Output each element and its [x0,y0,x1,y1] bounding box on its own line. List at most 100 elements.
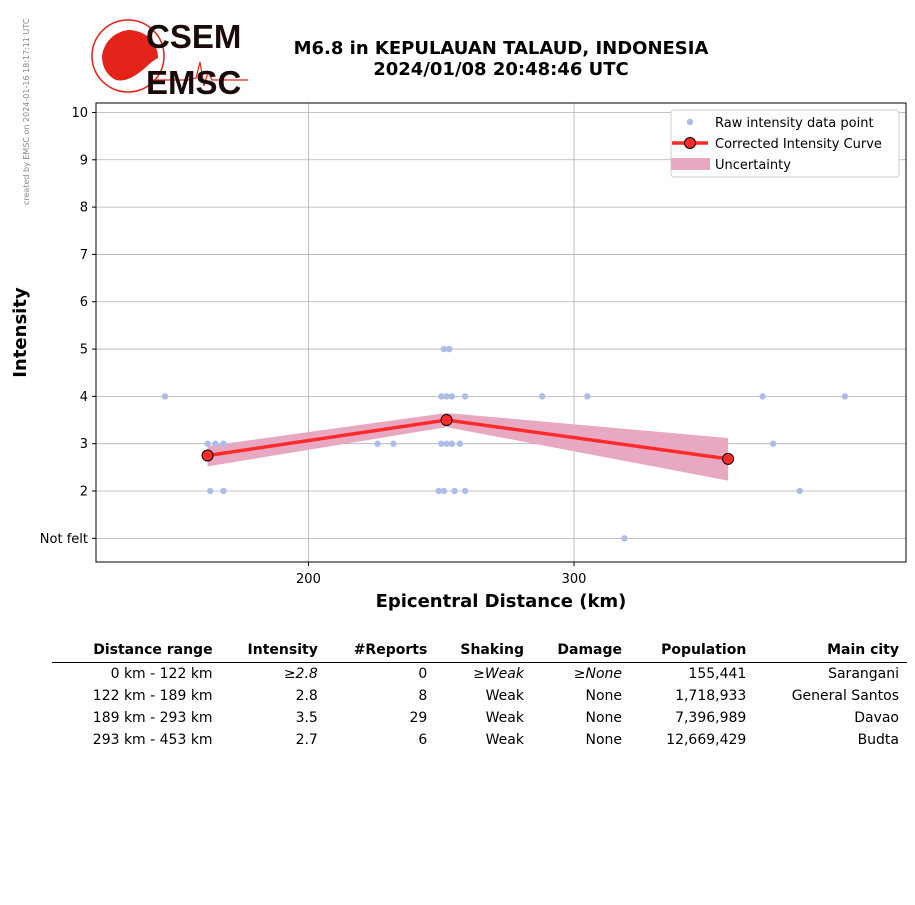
y-tick-label: 9 [80,153,88,168]
cell-distance: 122 km - 189 km [92,688,213,704]
table-row: 122 km - 189 km 2.8 8 Weak None 1,718,93… [52,685,907,707]
raw-data-point [443,440,450,447]
legend-curve-marker [684,137,696,149]
cell-distance: 293 km - 453 km [92,732,213,748]
raw-data-point [448,393,456,400]
cell-population: 7,396,989 [675,710,747,726]
y-axis-label: Intensity [10,287,31,378]
logo-emsc-text: EMSC [146,64,241,100]
legend-uncertainty-swatch [671,158,710,170]
cell-distance: 189 km - 293 km [92,710,213,726]
chart-title: M6.8 in KEPULAUAN TALAUD, INDONESIA 2024… [262,38,740,80]
cell-reports: 6 [418,732,428,748]
y-tick-label: 2 [80,485,88,500]
cell-reports: 29 [409,710,428,726]
raw-data-point [759,393,766,400]
uncertainty-band [207,412,729,481]
table-row: 293 km - 453 km 2.7 6 Weak None 12,669,4… [52,729,907,751]
cell-population: 1,718,933 [675,688,747,704]
y-tick-label: 7 [80,248,88,263]
raw-data-point [220,440,227,447]
header-shaking: Shaking [460,642,524,658]
curve-marker [201,449,214,462]
curve-marker [722,452,735,465]
plot-frame [95,102,907,563]
header-reports: #Reports [353,642,428,658]
header-main-city: Main city [827,642,899,658]
header-distance: Distance range [93,642,213,658]
logo-seismogram [148,61,248,87]
cell-damage: None [585,732,622,748]
cell-shaking: Weak [485,710,524,726]
cell-distance: 0 km - 122 km [110,666,213,682]
cell-intensity: ≥2.8 [283,666,318,682]
curve-marker [440,414,453,427]
raw-data-point [440,345,448,353]
cell-shaking: Weak [485,688,524,704]
raw-data-point [212,440,219,447]
cell-damage: None [585,710,622,726]
y-tick-label: Not felt [40,532,88,547]
raw-data-point [206,487,214,495]
raw-data-point [770,440,777,447]
y-tick-label: 10 [71,106,88,121]
legend-raw-marker [686,118,694,126]
cell-damage: None [585,688,622,704]
chart-legend: Raw intensity data point Corrected Intens… [670,109,900,178]
raw-data-point [443,393,450,400]
raw-data-point [438,393,445,400]
legend-label: Corrected Intensity Curve [715,137,882,152]
raw-data-point [220,487,227,495]
raw-data-point [161,393,169,400]
logo-globe-icon [91,19,165,93]
title-line-1: M6.8 in KEPULAUAN TALAUD, INDONESIA [293,38,709,59]
header-population: Population [661,642,747,658]
raw-data-point [204,440,211,447]
raw-data-point [538,393,546,400]
raw-data-point [448,440,456,447]
cell-intensity: 2.7 [295,732,318,748]
y-tick-label: 5 [80,343,88,358]
cell-intensity: 3.5 [295,710,318,726]
raw-data-point [435,487,442,495]
intensity-chart: Not felt 2 3 4 5 6 7 8 9 10 200 300 Epicentral Dista… [10,102,907,612]
cell-shaking: Weak [485,732,524,748]
cell-reports: 8 [418,688,428,704]
title-line-2: 2024/01/08 20:48:46 UTC [373,59,629,80]
y-tick-label: 6 [80,295,88,310]
x-tick-label: 200 [296,572,321,587]
csem-emsc-logo: CSEM EMSC [91,18,248,100]
y-tick-label: 8 [80,201,88,216]
raw-data-point [456,440,464,447]
y-tick-label: 3 [80,437,88,452]
table-header-row: Distance range Intensity #Reports Shakin… [52,640,907,663]
raw-data-point [451,487,458,495]
raw-data-point [621,535,628,542]
intensity-table: Distance range Intensity #Reports Shakin… [52,640,907,751]
cell-shaking: ≥Weak [473,666,524,682]
logo-csem-text: CSEM [146,18,241,55]
table-row: 189 km - 293 km 3.5 29 Weak None 7,396,9… [52,707,907,729]
cell-population: 155,441 [688,666,747,682]
x-axis-label: Epicentral Distance (km) [376,591,627,612]
header-damage: Damage [557,642,622,658]
raw-data-point [461,393,469,400]
raw-data-point [390,440,397,447]
y-tick-label: 4 [80,390,88,405]
raw-data-point [841,393,849,400]
cell-main-city: Davao [854,710,899,726]
header-intensity: Intensity [247,642,318,658]
cell-intensity: 2.8 [295,688,318,704]
logo-map-shape [102,30,158,81]
legend-label: Uncertainty [715,158,791,173]
cell-damage: ≥None [573,666,622,682]
legend-box [670,109,900,178]
raw-data-point [796,487,803,495]
table-row: 0 km - 122 km ≥2.8 0 ≥Weak ≥None 155,441… [52,663,907,686]
cell-population: 12,669,429 [666,732,747,748]
raw-data-point [440,487,448,495]
cell-reports: 0 [418,666,428,682]
cell-main-city: Sarangani [828,666,899,682]
legend-label: Raw intensity data point [715,116,874,131]
cell-main-city: Budta [857,732,899,748]
